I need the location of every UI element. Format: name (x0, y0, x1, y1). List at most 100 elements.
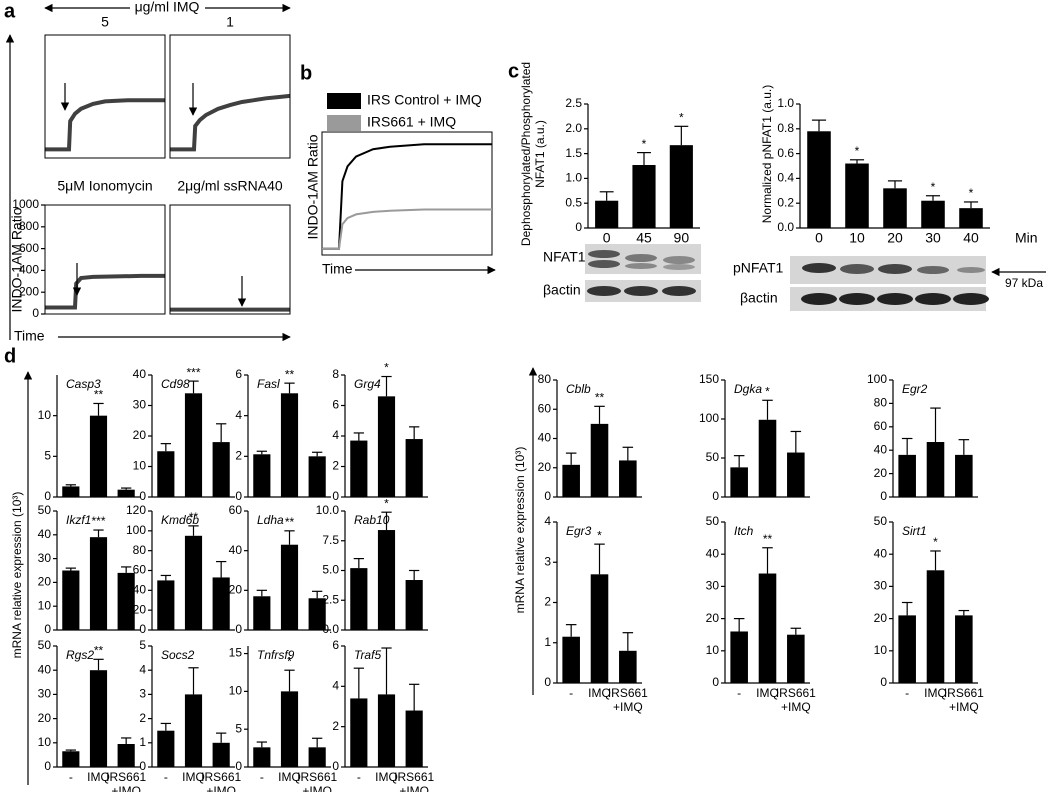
y-tick-label: 0 (880, 675, 887, 689)
y-tick-label: 40 (38, 527, 52, 541)
y-tick-label: 4 (332, 428, 339, 442)
bar (590, 423, 609, 497)
y-tick-label: 20 (538, 460, 552, 474)
y-tick-label: 30 (38, 551, 52, 565)
y-tick-label: 2 (544, 595, 551, 609)
y-tick-label: 0.5 (565, 195, 582, 209)
bar (377, 694, 396, 767)
y-tick-label: 400 (19, 263, 39, 277)
significance: *** (91, 514, 105, 528)
bar (280, 691, 299, 767)
blot-label: NFAT1 (543, 249, 586, 265)
y-tick-label: 60 (133, 563, 147, 577)
bar (807, 131, 831, 228)
bar (350, 568, 368, 630)
y-tick-label: 10 (133, 459, 147, 473)
gene-name: Tnfrsf9 (257, 648, 295, 662)
y-tick-label: 200 (19, 284, 39, 298)
y-tick-label: 40 (706, 546, 720, 560)
bar (117, 489, 135, 497)
plot-frame (44, 204, 166, 315)
x-tick-label: 90 (674, 230, 690, 246)
trace (45, 98, 165, 152)
bar (308, 456, 326, 497)
bar (280, 393, 299, 497)
y-tick-label: 30 (133, 398, 147, 412)
bar (184, 393, 203, 497)
y-tick-label: 50 (706, 450, 720, 464)
bar (117, 572, 135, 630)
gene-name: Cd98 (161, 377, 190, 391)
bar (212, 742, 230, 767)
y-tick-label: 0 (32, 306, 39, 320)
bar (405, 580, 423, 630)
y-axis-label: Normalized pNFAT1 (a.u.) (760, 85, 774, 224)
significance: * (642, 137, 647, 151)
y-tick-label: 30 (706, 579, 720, 593)
bar (377, 530, 396, 630)
y-tick-label: 1.0 (777, 96, 794, 110)
legend-label: IRS661 + IMQ (367, 114, 456, 130)
bar (253, 596, 271, 630)
plot-frame (44, 34, 166, 159)
bar (955, 454, 973, 497)
y-tick-label: 2 (235, 449, 242, 463)
significance: * (855, 144, 860, 158)
y-tick-label: 5 (139, 638, 146, 652)
y-tick-label: 60 (538, 401, 552, 415)
panel-label: a (4, 0, 16, 22)
x-tick-label: IRS661 +IMQ (106, 770, 146, 792)
gene-name: Fasl (257, 377, 280, 391)
bar (157, 451, 175, 497)
bar (89, 537, 108, 630)
x-tick-label: - (357, 770, 361, 784)
bar (926, 570, 945, 683)
panel-title: 5 (101, 14, 109, 30)
significance: * (969, 186, 974, 200)
bar (619, 650, 637, 683)
y-tick-label: 0 (712, 675, 719, 689)
significance: ** (595, 390, 605, 404)
y-tick-label: 0 (332, 489, 339, 503)
x-tick-label: IRS661 +IMQ (944, 686, 984, 714)
y-tick-label: 100 (699, 411, 719, 425)
y-tick-label: 0 (139, 622, 146, 636)
bar (595, 200, 619, 228)
x-axis-label: Time (14, 328, 45, 344)
bar (405, 439, 423, 497)
y-tick-label: 50 (38, 503, 52, 517)
y-tick-label: 0 (44, 622, 51, 636)
western-blot (585, 244, 989, 311)
bar (62, 486, 80, 497)
y-tick-label: 20 (706, 611, 720, 625)
y-tick-label: 2.5 (322, 592, 339, 606)
x-tick-label: - (69, 770, 73, 784)
x-tick-label: - (737, 686, 741, 700)
y-tick-label: 50 (706, 514, 720, 528)
y-tick-label: 80 (874, 396, 888, 410)
y-tick-label: 50 (38, 638, 52, 652)
panel-title: 2μg/ml ssRNA40 (177, 178, 283, 194)
gene-name: Rgs2 (66, 648, 94, 662)
y-tick-label: 0 (880, 489, 887, 503)
y-tick-label: 3 (139, 687, 146, 701)
y-tick-label: 100 (126, 523, 146, 537)
y-tick-label: 80 (538, 372, 552, 386)
bar (117, 744, 135, 767)
y-tick-label: 20 (133, 428, 147, 442)
y-axis-label: INDO-1AM Ratio (305, 134, 321, 239)
significance: * (287, 654, 292, 668)
legend-label: IRS Control + IMQ (367, 92, 482, 108)
y-tick-label: 2 (332, 459, 339, 473)
y-axis-label: INDO-1AM Ratio (9, 207, 25, 312)
bar (89, 415, 108, 497)
bar (350, 698, 368, 767)
panel-title: 5μM Ionomycin (57, 178, 152, 194)
x-tick-label: - (569, 686, 573, 700)
y-tick-label: 5 (44, 449, 51, 463)
y-tick-label: 40 (133, 583, 147, 597)
bar (632, 165, 656, 228)
x-tick-label: IMQ (756, 686, 779, 700)
significance: * (765, 384, 770, 398)
